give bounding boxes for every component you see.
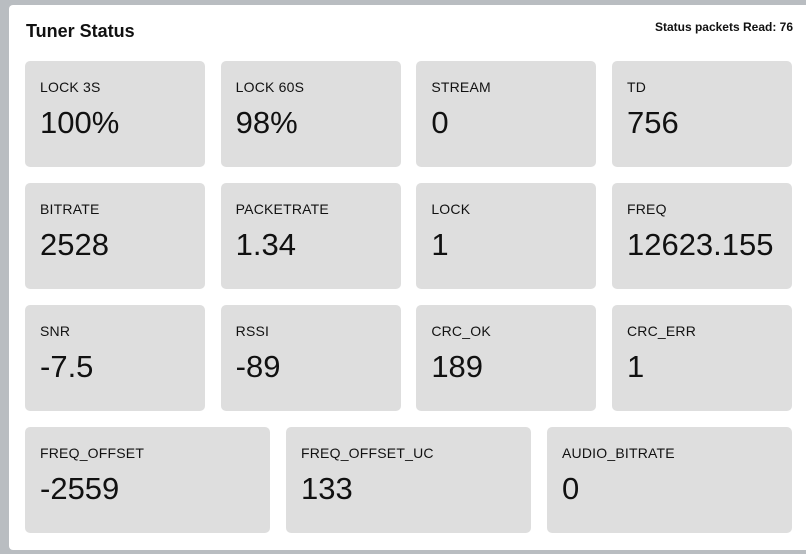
tile-packetrate: PACKETRATE 1.34: [220, 183, 401, 289]
tile-label: STREAM: [431, 79, 491, 95]
tile-bitrate: BITRATE 2528: [25, 183, 205, 289]
tile-label: LOCK 3S: [40, 79, 101, 95]
tile-value: -7.5: [40, 349, 94, 384]
tile-lock-60s: LOCK 60S 98%: [220, 61, 401, 167]
tile-value: 2528: [40, 227, 109, 262]
tile-label: CRC_ERR: [626, 323, 697, 339]
tile-value: 12623.155: [626, 227, 774, 262]
tile-stream: STREAM 0: [416, 61, 597, 167]
tile-label: CRC_OK: [431, 323, 491, 339]
tile-label: FREQ_OFFSET: [40, 445, 145, 461]
tile-label: BITRATE: [40, 201, 100, 217]
tile-label: PACKETRATE: [235, 201, 329, 217]
tile-td: TD 756: [611, 61, 792, 167]
tile-label: FREQ: [626, 201, 667, 217]
panel-title: Tuner Status: [26, 21, 135, 41]
tile-value: 0: [562, 471, 580, 506]
tile-value: 756: [626, 105, 679, 140]
tile-label: LOCK 60S: [235, 79, 305, 95]
tile-crc-ok: CRC_OK 189: [416, 305, 597, 411]
tile-freq-offset: FREQ_OFFSET -2559: [25, 427, 270, 533]
tile-value: 189: [431, 349, 484, 384]
tile-value: 1: [626, 349, 645, 384]
tile-value: 1.34: [235, 227, 296, 262]
tile-lock-3s: LOCK 3S 100%: [25, 61, 205, 167]
tile-freq: FREQ 12623.155: [611, 183, 792, 289]
tile-label: LOCK: [431, 201, 471, 217]
tile-value: 98%: [235, 105, 298, 140]
tile-value: -2559: [40, 471, 120, 506]
tile-freq-offset-uc: FREQ_OFFSET_UC 133: [286, 427, 531, 533]
status-row-3: SNR -7.5 RSSI -89 CRC_OK 189 CRC_ERR 1: [25, 305, 792, 411]
tile-lock: LOCK 1: [416, 183, 597, 289]
status-row-4: FREQ_OFFSET -2559 FREQ_OFFSET_UC 133 AUD…: [25, 427, 792, 533]
status-row-1: LOCK 3S 100% LOCK 60S 98% STREAM 0 TD 75…: [25, 61, 792, 167]
tile-label: FREQ_OFFSET_UC: [301, 445, 434, 461]
tuner-status-panel: Tuner Status Status packets Read: 76 LOC…: [9, 5, 806, 550]
tile-audio-bitrate: AUDIO_BITRATE 0: [547, 427, 792, 533]
tile-crc-err: CRC_ERR 1: [611, 305, 792, 411]
tile-label: TD: [626, 79, 647, 95]
status-row-2: BITRATE 2528 PACKETRATE 1.34 LOCK 1 FREQ…: [25, 183, 792, 289]
tile-value: 133: [301, 471, 353, 506]
tile-rssi: RSSI -89: [220, 305, 401, 411]
tile-value: 1: [431, 227, 449, 262]
tile-snr: SNR -7.5: [25, 305, 205, 411]
status-packets-counter: Status packets Read: 76: [654, 20, 793, 34]
tile-value: 0: [431, 105, 449, 140]
tile-label: RSSI: [235, 323, 270, 339]
tile-label: SNR: [40, 323, 71, 339]
tile-value: -89: [235, 349, 281, 384]
tile-label: AUDIO_BITRATE: [562, 445, 675, 461]
tile-value: 100%: [40, 105, 120, 140]
